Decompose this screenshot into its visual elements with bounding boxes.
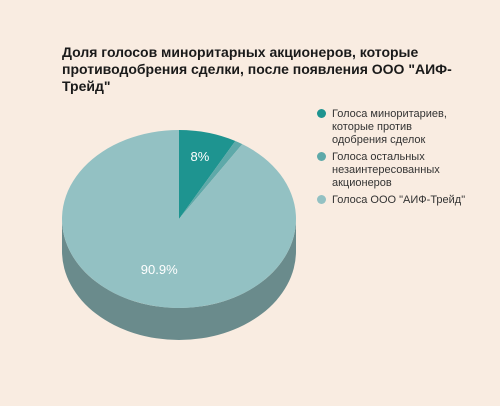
pie-depth — [62, 219, 296, 340]
legend-swatch-2 — [317, 195, 326, 204]
pie-slice-label-0: 8% — [191, 149, 210, 164]
legend: Голоса миноритариев, которые против одоб… — [316, 108, 466, 211]
legend-swatch-0 — [317, 109, 326, 118]
legend-item-2: Голоса ООО "АИФ-Трейд" — [316, 194, 466, 207]
legend-label-1: Голоса остальных незаинтересованных акци… — [332, 151, 440, 189]
pie-labels: 8% 90.9% — [141, 149, 210, 277]
pie-slice-label-2: 90.9% — [141, 262, 178, 277]
pie-slice-1 — [179, 141, 243, 219]
legend-label-2: Голоса ООО "АИФ-Трейд" — [332, 194, 466, 206]
chart-title: Доля голосов миноритарных акционеров, ко… — [62, 44, 452, 94]
pie-slices — [62, 130, 297, 308]
legend-label-0: Голоса миноритариев, которые против одоб… — [332, 108, 447, 146]
pie-slice-side-2 — [62, 219, 296, 340]
legend-swatch-1 — [317, 152, 326, 161]
legend-item-1: Голоса остальных незаинтересованных акци… — [316, 151, 466, 190]
legend-item-0: Голоса миноритариев, которые против одоб… — [316, 108, 466, 147]
pie-slice-2 — [62, 130, 297, 308]
pie-slice-0 — [179, 130, 236, 219]
